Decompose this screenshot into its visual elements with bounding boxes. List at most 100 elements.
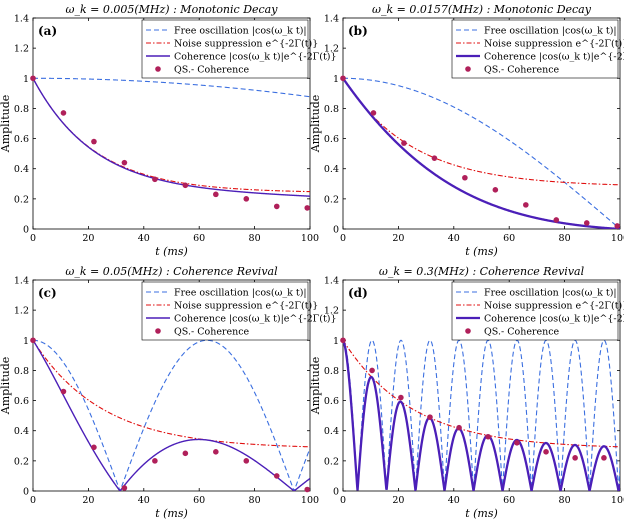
x-tick-label: 80 [559, 495, 571, 506]
y-axis-label: Amplitude [309, 357, 322, 416]
y-tick-label: 1.4 [14, 276, 29, 287]
chart-title: ω_k = 0.0157(MHz) : Monotonic Decay [372, 3, 592, 16]
x-tick-label: 0 [30, 495, 36, 506]
x-tick-label: 100 [301, 233, 319, 244]
qs-coherence-point [152, 458, 158, 464]
legend-box [451, 281, 619, 341]
y-tick-label: 0.6 [14, 134, 29, 145]
y-tick-label: 0.8 [14, 366, 29, 377]
y-tick-label: 0.8 [324, 104, 339, 115]
qs-coherence-point [462, 174, 468, 181]
y-tick-label: 0.4 [14, 426, 29, 437]
qs-coherence-point [572, 455, 578, 461]
qs-coherence-point [182, 182, 189, 189]
qs-coherence-point [213, 191, 219, 198]
legend: Free oscillation |cos(ω_k t)| Noise suppr… [141, 281, 337, 341]
legend-entry: Free oscillation |cos(ω_k t)| [484, 26, 617, 37]
qs-coherence-point [60, 388, 67, 395]
qs-coherence-point [601, 455, 607, 461]
qs-coherence-point [340, 337, 346, 344]
legend-entry: Noise suppression e^{-2Γ(t)} [174, 301, 318, 312]
noise-suppression-line [343, 77, 620, 186]
x-tick-label: 60 [193, 495, 205, 506]
qs-coherence-point [243, 458, 250, 464]
x-axis-label: t (ms) [155, 507, 188, 520]
qs-coherence-point [273, 473, 280, 479]
x-tick-label: 40 [138, 495, 150, 506]
x-tick-label: 80 [559, 233, 571, 244]
chart-panel-3: 0 20 40 60 80 100 0 0.2 0.4 0.6 0.8 1 1.2 1.4 ω_k = 0.… [309, 265, 624, 520]
x-tick-label: 100 [611, 495, 624, 506]
y-tick-label: 0 [23, 225, 29, 236]
legend-entry: Noise suppression e^{-2Γ(t)} [484, 39, 624, 50]
y-tick-label: 0.4 [324, 164, 339, 175]
x-tick-label: 0 [340, 233, 346, 244]
free-oscillation-line [343, 77, 620, 229]
x-tick-label: 100 [301, 495, 319, 506]
x-tick-label: 100 [611, 233, 624, 244]
y-axis-label: Amplitude [309, 95, 322, 154]
chart-panel-0: 0 20 40 60 80 100 0 0.2 0.4 0.6 0.8 1 1.2 1.4 ω_k = 0.… [0, 3, 337, 258]
qs-coherence-point [583, 220, 590, 226]
y-tick-label: 0.2 [14, 194, 29, 205]
x-tick-label: 60 [193, 233, 205, 244]
qs-coherence-point [304, 205, 311, 211]
x-tick-label: 60 [503, 495, 515, 506]
y-tick-label: 0.4 [14, 164, 29, 175]
qs-coherence-point [273, 203, 280, 210]
y-tick-label: 0.2 [324, 194, 339, 205]
y-tick-label: 1 [333, 74, 339, 85]
legend-entry: Free oscillation |cos(ω_k t)| [174, 26, 307, 37]
qs-coherence-point [543, 449, 549, 455]
y-tick-label: 0.2 [14, 456, 29, 467]
y-axis-label: Amplitude [0, 95, 12, 154]
x-tick-label: 20 [82, 495, 94, 506]
legend-box [141, 281, 309, 341]
y-axis-label: Amplitude [0, 357, 12, 416]
qs-coherence-point [553, 217, 560, 223]
qs-coherence-point [431, 155, 438, 161]
y-tick-label: 0.2 [324, 456, 339, 467]
qs-coherence-point [340, 75, 346, 82]
coherence-line [33, 339, 310, 491]
y-tick-label: 1 [23, 74, 29, 85]
legend-marker [155, 66, 161, 72]
qs-coherence-point [485, 433, 491, 440]
legend-entry: Noise suppression e^{-2Γ(t)} [484, 301, 624, 312]
legend: Free oscillation |cos(ω_k t)| Noise suppr… [451, 281, 624, 341]
legend-entry: Free oscillation |cos(ω_k t)| [484, 288, 617, 299]
legend: Free oscillation |cos(ω_k t)| Noise suppr… [141, 19, 337, 79]
legend-entry: Coherence |cos(ω_k t)|e^{-2Γ(t)} [174, 314, 337, 325]
qs-coherence-point [370, 110, 377, 116]
x-axis-label: t (ms) [465, 507, 498, 520]
legend-entry: Noise suppression e^{-2Γ(t)} [174, 39, 318, 50]
x-tick-label: 40 [138, 233, 150, 244]
qs-coherence-point [60, 110, 67, 116]
legend-entry: QS.- Coherence [174, 65, 250, 76]
y-tick-label: 1.4 [324, 276, 339, 287]
y-tick-label: 1.2 [324, 44, 339, 55]
y-tick-label: 1.2 [14, 306, 29, 317]
free-oscillation-line [33, 77, 310, 98]
legend-marker [155, 328, 161, 334]
chart-title: ω_k = 0.3(MHz) : Coherence Revival [379, 265, 585, 278]
y-tick-label: 0 [333, 487, 339, 498]
qs-coherence-point [91, 138, 97, 145]
legend-box [451, 19, 619, 79]
y-tick-label: 0.8 [14, 104, 29, 115]
legend-entry: QS.- Coherence [484, 65, 560, 76]
qs-coherence-point [514, 439, 520, 446]
y-tick-label: 0.6 [324, 134, 339, 145]
y-tick-label: 1.2 [324, 306, 339, 317]
panel-label: (b) [348, 24, 368, 38]
qs-coherence-point [492, 187, 499, 193]
y-tick-label: 1 [23, 336, 29, 347]
qs-coherence-point [427, 414, 433, 420]
y-tick-label: 0 [23, 487, 29, 498]
noise-suppression-line [33, 339, 310, 448]
coherence-line [343, 339, 620, 491]
x-tick-label: 80 [249, 495, 261, 506]
legend-marker [465, 66, 471, 72]
qs-coherence-point [121, 485, 128, 491]
